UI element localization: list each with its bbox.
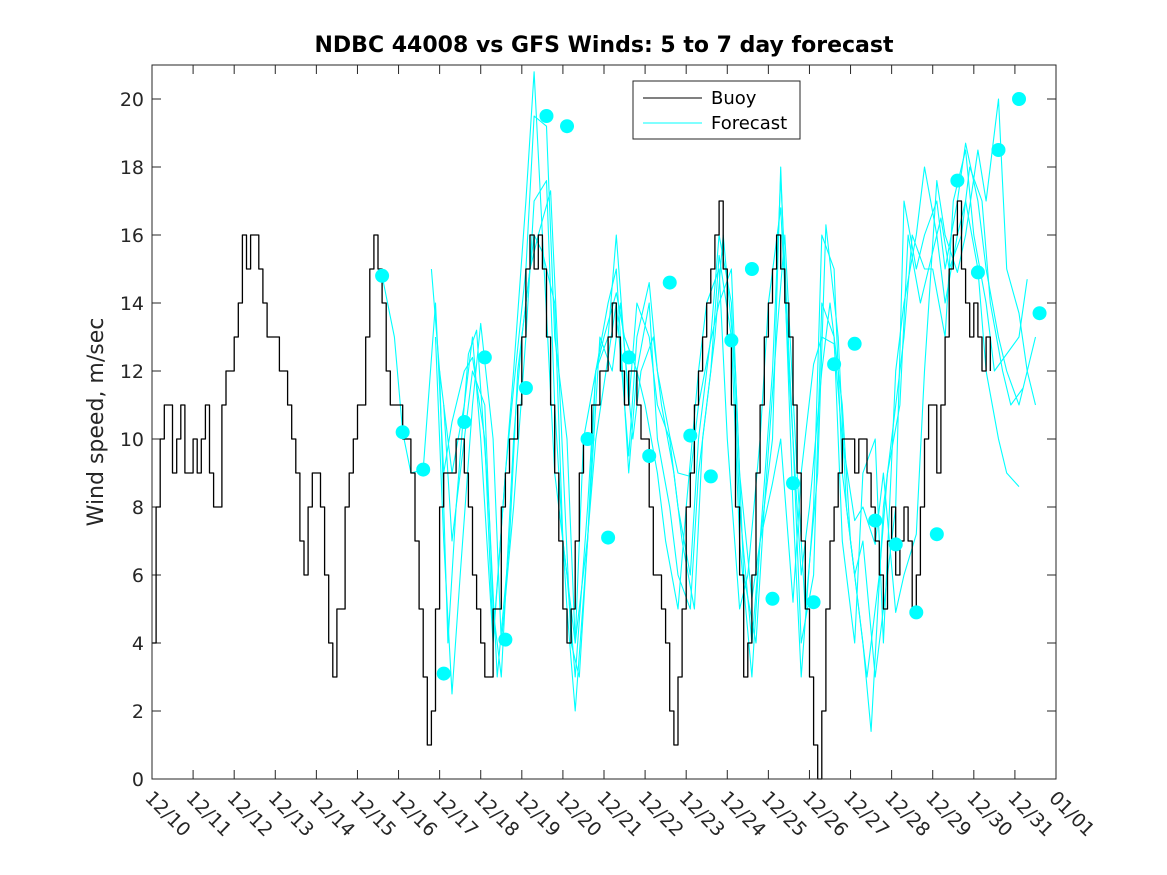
y-tick-label: 14 bbox=[120, 293, 144, 315]
y-tick-label: 4 bbox=[132, 633, 144, 655]
forecast-marker bbox=[991, 143, 1006, 157]
forecast-marker bbox=[970, 265, 985, 280]
forecast-marker bbox=[786, 476, 801, 491]
y-axis-label: Wind speed, m/sec bbox=[84, 318, 109, 527]
forecast-marker bbox=[416, 462, 431, 477]
chart-title: NDBC 44008 vs GFS Winds: 5 to 7 day fore… bbox=[315, 33, 894, 58]
forecast-marker bbox=[703, 469, 718, 484]
forecast-marker bbox=[498, 632, 513, 647]
forecast-markers bbox=[375, 92, 1047, 681]
forecast-marker bbox=[621, 350, 636, 365]
y-tick-label: 16 bbox=[120, 225, 144, 247]
forecast-marker bbox=[1032, 306, 1047, 321]
forecast-marker bbox=[642, 449, 657, 463]
forecast-marker bbox=[950, 173, 965, 188]
forecast-marker bbox=[929, 527, 944, 542]
y-tick-label: 0 bbox=[132, 769, 144, 791]
axis-ticks bbox=[151, 65, 1057, 780]
y-tick-label: 6 bbox=[132, 565, 144, 587]
y-tick-label: 20 bbox=[120, 89, 144, 111]
forecast-marker bbox=[518, 381, 533, 395]
forecast-marker bbox=[724, 333, 739, 348]
forecast-marker bbox=[806, 595, 821, 610]
forecast-marker bbox=[560, 119, 575, 134]
forecast-marker bbox=[888, 537, 903, 552]
forecast-marker bbox=[457, 415, 472, 429]
forecast-marker bbox=[436, 666, 451, 681]
forecast-marker bbox=[827, 357, 842, 372]
y-tick-label: 8 bbox=[132, 497, 144, 519]
forecast-series-line bbox=[430, 71, 1037, 678]
forecast-marker bbox=[662, 275, 677, 290]
forecast-marker bbox=[765, 591, 780, 606]
legend-forecast-label: Forecast bbox=[711, 113, 787, 134]
y-tick-label: 18 bbox=[120, 157, 144, 179]
plot-area bbox=[152, 65, 1056, 779]
forecast-marker bbox=[744, 262, 759, 276]
y-tick-label: 12 bbox=[120, 361, 144, 383]
forecast-marker bbox=[395, 425, 410, 440]
forecast-marker bbox=[1012, 92, 1027, 106]
legend-buoy-label: Buoy bbox=[711, 88, 757, 109]
forecast-marker bbox=[868, 513, 883, 528]
y-tick-label: 10 bbox=[120, 429, 144, 451]
forecast-marker bbox=[683, 428, 698, 443]
forecast-marker bbox=[477, 350, 492, 365]
forecast-marker bbox=[375, 268, 390, 283]
y-axis-tick-labels: 0 2 4 6 8 10 12 14 16 18 20 bbox=[120, 89, 144, 791]
legend-box bbox=[632, 80, 801, 140]
forecast-marker bbox=[909, 605, 924, 620]
y-tick-label: 2 bbox=[132, 701, 144, 723]
plot-frame bbox=[151, 64, 1057, 780]
forecast-marker bbox=[847, 336, 862, 351]
forecast-marker bbox=[580, 432, 595, 446]
legend: Buoy Forecast bbox=[632, 80, 801, 140]
forecast-marker bbox=[539, 109, 554, 123]
forecast-marker bbox=[601, 530, 616, 545]
